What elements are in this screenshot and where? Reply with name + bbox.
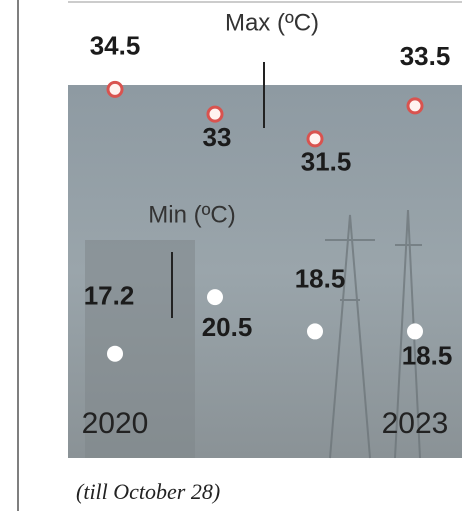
building bbox=[85, 240, 195, 458]
note: (till October 28) bbox=[76, 479, 220, 504]
point bbox=[407, 323, 423, 340]
point bbox=[406, 97, 424, 115]
x-tick-label: 2020 bbox=[82, 407, 149, 440]
point bbox=[106, 80, 124, 98]
value-label: 31.5 bbox=[301, 147, 352, 177]
value-label: 18.5 bbox=[402, 340, 453, 370]
value-label: 33 bbox=[203, 122, 232, 152]
value-label: 33.5 bbox=[400, 41, 451, 71]
value-label: 34.5 bbox=[90, 30, 141, 60]
pylons bbox=[325, 209, 422, 459]
point bbox=[207, 289, 223, 306]
max-label: Max (ºC) bbox=[225, 9, 319, 36]
point bbox=[307, 323, 323, 340]
point bbox=[306, 130, 324, 148]
min-label: Min (ºC) bbox=[148, 201, 235, 228]
value-label: 17.2 bbox=[84, 281, 135, 311]
value-label: 20.5 bbox=[202, 312, 253, 342]
x-tick-label: 2023 bbox=[382, 407, 449, 440]
value-label: 18.5 bbox=[295, 263, 346, 293]
point bbox=[107, 345, 123, 362]
point bbox=[206, 105, 224, 123]
